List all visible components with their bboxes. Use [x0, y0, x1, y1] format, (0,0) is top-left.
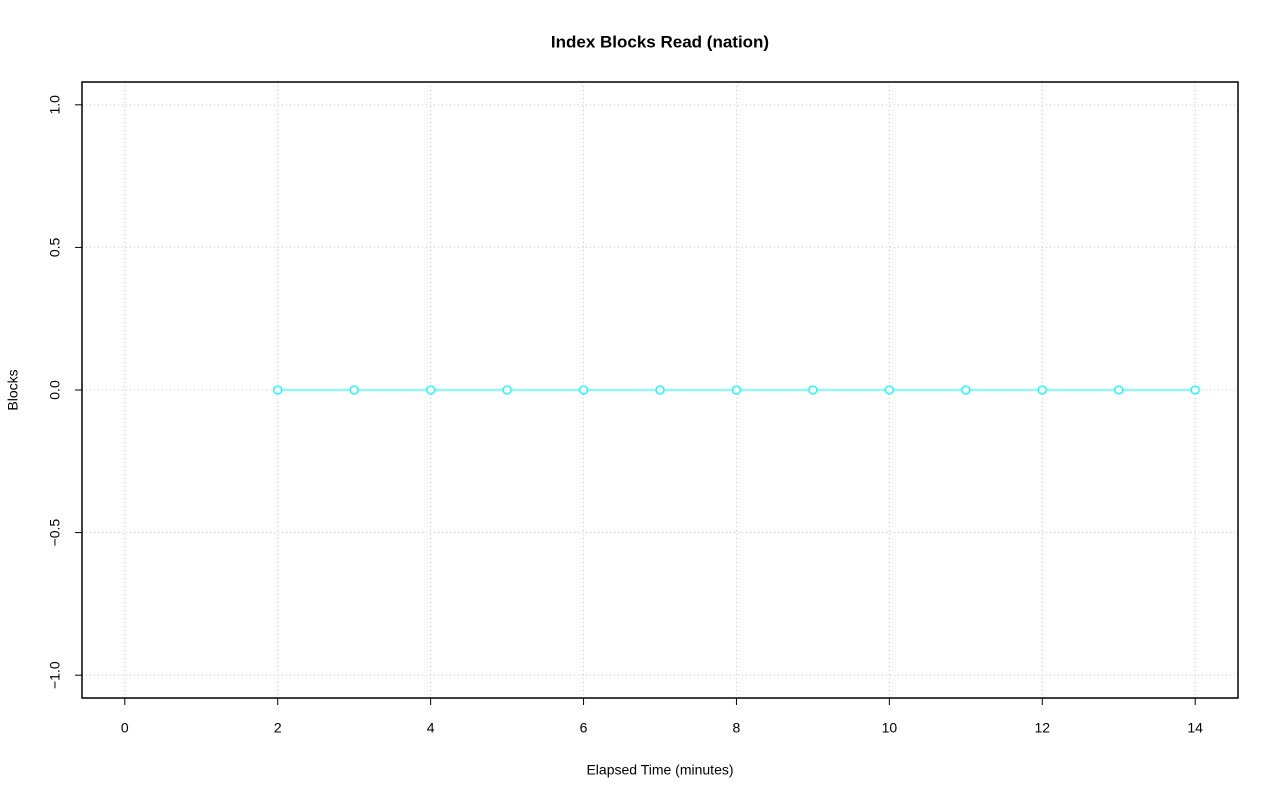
x-tick-label: 8 — [733, 720, 741, 736]
data-point — [1114, 385, 1124, 395]
data-point — [808, 385, 818, 395]
data-point — [502, 385, 512, 395]
y-tick-label: 0.5 — [47, 237, 63, 257]
y-tick-label: −1.0 — [47, 661, 63, 689]
data-point — [349, 385, 359, 395]
x-tick-label: 12 — [1034, 720, 1050, 736]
x-tick-label: 4 — [427, 720, 435, 736]
y-tick-label: 0.0 — [47, 380, 63, 400]
data-point — [961, 385, 971, 395]
data-point — [1037, 385, 1047, 395]
y-tick-label: 1.0 — [47, 95, 63, 115]
y-tick-label: −0.5 — [47, 519, 63, 547]
x-tick-label: 10 — [882, 720, 898, 736]
data-point — [578, 385, 589, 395]
x-tick-label: 0 — [121, 720, 129, 736]
data-point — [731, 385, 742, 395]
data-point — [884, 385, 895, 395]
plot-frame — [81, 81, 1239, 699]
data-point — [1190, 385, 1200, 395]
data-point — [425, 385, 436, 395]
data-point — [655, 385, 665, 395]
data-point — [273, 385, 283, 395]
y-axis-label: Blocks — [5, 369, 21, 410]
x-tick-label: 2 — [274, 720, 282, 736]
x-axis-label: Elapsed Time (minutes) — [586, 762, 733, 778]
x-tick-label: 6 — [580, 720, 588, 736]
x-tick-label: 14 — [1187, 720, 1203, 736]
chart-title: Index Blocks Read (nation) — [551, 32, 769, 51]
